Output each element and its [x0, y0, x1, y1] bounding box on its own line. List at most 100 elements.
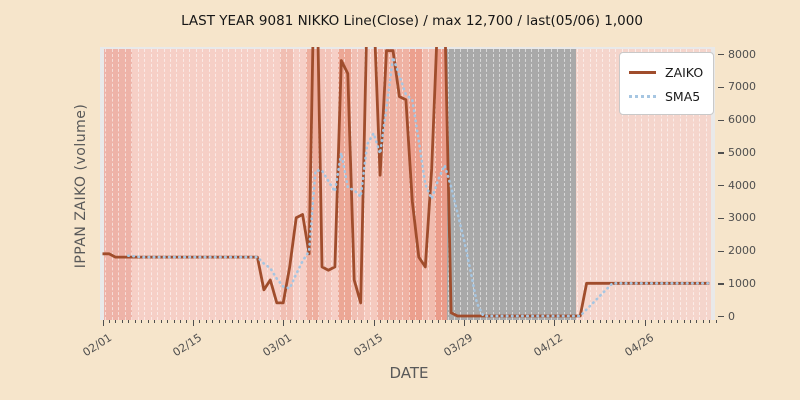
x-tick: [444, 320, 446, 323]
day-gridline: [667, 49, 668, 320]
x-tick: [199, 320, 201, 323]
x-tick: [167, 320, 169, 323]
y-tick-label: 7000: [728, 80, 756, 94]
x-tick: [386, 320, 388, 323]
x-tick: [457, 320, 459, 323]
day-gridline: [596, 49, 597, 320]
x-tick: [431, 320, 433, 323]
x-tick: [173, 320, 175, 323]
y-axis-label: IPPAN ZAIKO (volume): [73, 103, 89, 269]
x-tick: [257, 320, 259, 323]
x-tick: [276, 320, 278, 323]
day-gridline: [241, 49, 242, 320]
x-tick: [128, 320, 130, 323]
x-tick: [509, 320, 511, 323]
x-tick: [618, 320, 620, 323]
x-tick: [715, 320, 717, 323]
day-gridline: [215, 49, 217, 320]
day-gridline: [286, 49, 288, 320]
day-gridline: [518, 49, 520, 320]
x-tick: [483, 320, 485, 323]
legend-label-sma5: SMA5: [665, 88, 701, 104]
y-tick: [718, 54, 724, 56]
day-gridline: [389, 49, 391, 320]
x-tick: [373, 320, 375, 326]
day-gridline: [557, 49, 559, 320]
x-tick: [476, 320, 478, 323]
day-gridline: [312, 49, 313, 320]
x-tick: [580, 320, 582, 323]
y-tick: [718, 86, 724, 89]
day-gridline: [221, 49, 223, 320]
day-gridline: [131, 49, 133, 320]
x-tick: [573, 320, 575, 323]
line-chart: [102, 47, 711, 318]
x-tick: [625, 320, 627, 323]
day-gridline: [421, 49, 423, 320]
x-tick: [380, 320, 382, 323]
x-tick: [289, 320, 291, 323]
day-gridline: [208, 49, 210, 320]
x-tick: [612, 320, 614, 323]
x-tick-label: 04/12: [531, 331, 566, 360]
day-gridline: [273, 49, 275, 320]
legend-item-sma5: SMA5: [629, 84, 704, 108]
x-axis-label: DATE: [389, 364, 429, 382]
y-tick-label: 1000: [728, 276, 756, 290]
day-gridline: [454, 49, 455, 320]
x-tick: [354, 320, 356, 323]
day-gridline: [395, 49, 397, 320]
day-gridline: [466, 49, 468, 320]
day-gridline: [473, 49, 475, 320]
x-tick: [496, 320, 498, 323]
day-gridline: [583, 49, 585, 320]
y-tick: [718, 185, 724, 187]
x-tick: [599, 320, 601, 323]
x-tick: [657, 320, 659, 323]
x-tick: [296, 320, 298, 323]
y-tick-label: 5000: [728, 145, 756, 159]
x-tick: [347, 320, 349, 323]
day-gridline: [370, 49, 372, 320]
x-tick: [225, 320, 227, 323]
date-band: [131, 49, 280, 320]
day-gridline: [608, 49, 610, 320]
day-gridline: [305, 49, 307, 320]
x-tick: [315, 320, 317, 323]
day-gridline: [150, 49, 152, 320]
day-gridline: [292, 49, 294, 320]
day-gridline: [654, 49, 656, 320]
day-gridline: [376, 49, 378, 320]
day-gridline: [576, 49, 578, 320]
legend-item-zaiko: ZAIKO: [629, 60, 704, 84]
x-tick: [251, 320, 252, 323]
day-gridline: [357, 49, 359, 320]
x-tick: [515, 320, 517, 323]
day-gridline: [621, 49, 623, 320]
x-tick: [522, 320, 524, 323]
date-band: [434, 49, 448, 320]
day-gridline: [118, 49, 120, 320]
y-tick: [718, 316, 724, 318]
day-gridline: [415, 49, 417, 320]
x-tick: [334, 320, 336, 323]
x-tick: [412, 320, 414, 323]
x-tick: [502, 320, 504, 323]
day-gridline: [157, 49, 158, 320]
day-gridline: [402, 49, 404, 320]
x-tick: [322, 320, 323, 323]
day-gridline: [679, 49, 681, 320]
day-gridline: [163, 49, 165, 320]
x-tick: [121, 320, 123, 323]
x-tick: [470, 320, 472, 323]
x-tick: [367, 320, 369, 323]
day-gridline: [673, 49, 675, 320]
x-tick: [218, 320, 220, 323]
x-tick: [205, 320, 207, 323]
legend-label-zaiko: ZAIKO: [665, 64, 704, 80]
x-tick: [418, 320, 420, 323]
x-tick-label: 02/15: [170, 331, 204, 360]
legend: ZAIKO SMA5: [619, 52, 714, 115]
x-tick: [154, 320, 156, 323]
